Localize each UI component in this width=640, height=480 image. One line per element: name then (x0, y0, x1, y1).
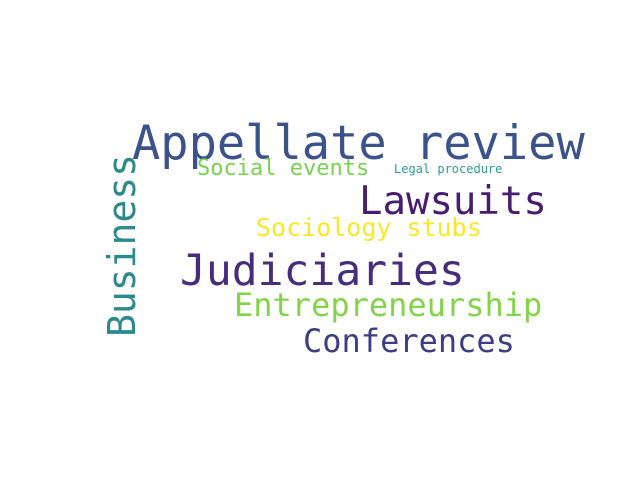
word-judiciaries: Judiciaries (180, 246, 465, 296)
word-lawsuits: Lawsuits (359, 179, 547, 224)
word-appellate-review: Appellate review (132, 116, 585, 171)
word-conferences: Conferences (303, 322, 515, 360)
word-social-events: Social events (197, 156, 370, 181)
word-sociology-stubs: Sociology stubs (256, 213, 482, 242)
word-entrepreneurship: Entrepreneurship (234, 286, 543, 324)
word-business: Business (100, 153, 144, 337)
word-legal-procedure: Legal procedure (394, 162, 503, 176)
